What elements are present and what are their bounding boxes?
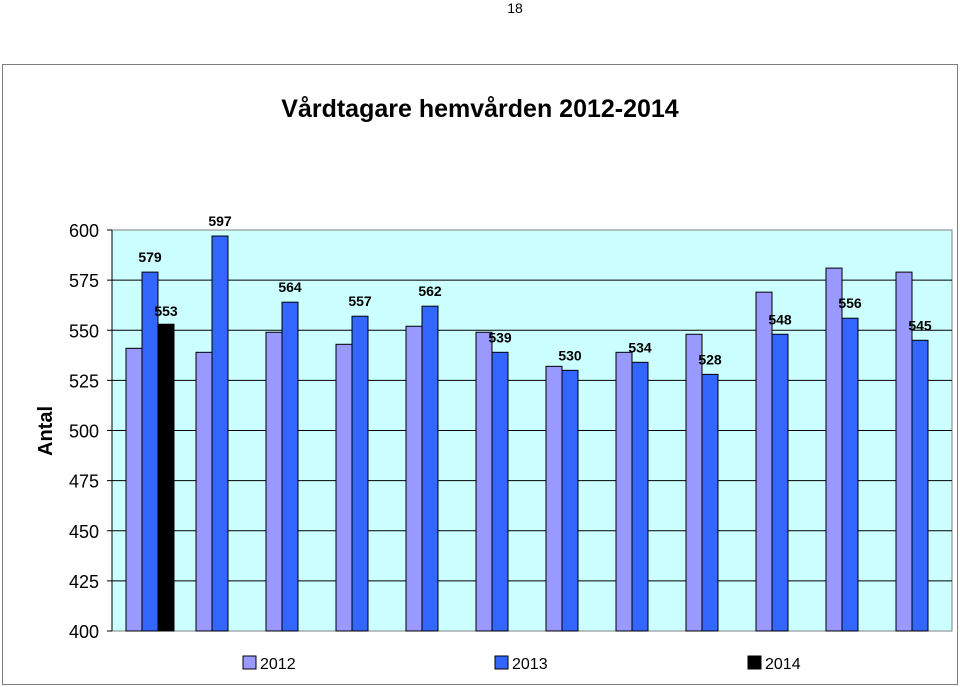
y-tick-label: 450 bbox=[69, 522, 99, 542]
bar-2014 bbox=[157, 323, 175, 632]
data-label: 528 bbox=[698, 351, 722, 367]
data-label: 562 bbox=[418, 283, 442, 299]
data-label: 597 bbox=[208, 213, 232, 229]
bar-2012 bbox=[265, 331, 283, 632]
y-tick-label: 500 bbox=[69, 422, 99, 442]
y-tick-label: 550 bbox=[69, 321, 99, 341]
bar-2012 bbox=[405, 325, 423, 632]
bar-2013 bbox=[561, 369, 579, 632]
bar-2013 bbox=[211, 235, 229, 632]
data-label: 548 bbox=[768, 311, 792, 327]
data-label: 579 bbox=[138, 249, 162, 265]
data-label: 556 bbox=[838, 295, 862, 311]
data-label: 545 bbox=[908, 317, 932, 333]
y-tick-label: 425 bbox=[69, 572, 99, 592]
bar-2012 bbox=[615, 351, 633, 632]
bar-2012 bbox=[545, 365, 563, 632]
data-label: 539 bbox=[488, 329, 512, 345]
bar-2013 bbox=[771, 333, 789, 632]
data-label: 534 bbox=[628, 339, 652, 355]
bar-2013 bbox=[351, 315, 369, 632]
bar-2013 bbox=[631, 361, 649, 632]
page-number: 18 bbox=[507, 0, 523, 16]
bar-2012 bbox=[825, 267, 843, 632]
data-label: 553 bbox=[154, 303, 178, 319]
bar-2013 bbox=[141, 271, 159, 632]
bar-2012 bbox=[685, 333, 703, 632]
legend-label: 2012 bbox=[260, 656, 296, 673]
bar-2012 bbox=[755, 291, 773, 632]
legend-swatch-2012 bbox=[242, 655, 257, 670]
legend-label: 2013 bbox=[512, 656, 548, 673]
legend-swatch-2014 bbox=[747, 655, 762, 670]
bar-2012 bbox=[475, 331, 493, 632]
y-axis-title: Antal bbox=[35, 406, 57, 456]
bar-2012 bbox=[335, 343, 353, 632]
data-label: 564 bbox=[278, 279, 302, 295]
bar-2013 bbox=[841, 317, 859, 632]
bar-2012 bbox=[195, 351, 213, 632]
bar-2013 bbox=[701, 373, 719, 632]
y-tick-label: 525 bbox=[69, 371, 99, 391]
legend-swatch-2013 bbox=[494, 655, 509, 670]
bar-2013 bbox=[281, 301, 299, 632]
data-label: 530 bbox=[558, 347, 582, 363]
y-tick-label: 600 bbox=[69, 221, 99, 241]
chart-title: Vårdtagare hemvården 2012-2014 bbox=[281, 95, 679, 123]
bar-2013 bbox=[491, 351, 509, 632]
legend-label: 2014 bbox=[765, 656, 801, 673]
bar-2013 bbox=[911, 339, 929, 632]
y-tick-label: 475 bbox=[69, 472, 99, 492]
y-tick-label: 400 bbox=[69, 622, 99, 642]
y-tick-label: 575 bbox=[69, 271, 99, 291]
bar-2012 bbox=[125, 347, 143, 632]
bar-2013 bbox=[421, 305, 439, 632]
data-label: 557 bbox=[348, 293, 372, 309]
